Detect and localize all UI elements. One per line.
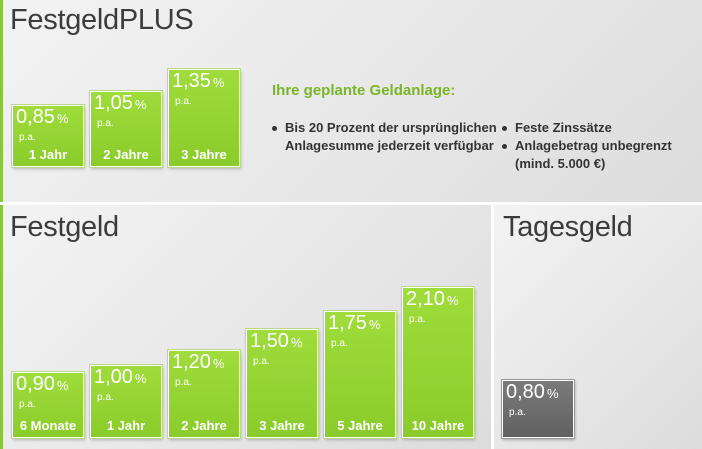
rate-value: 0,80% xyxy=(506,381,559,403)
festgeld-2-jahre-button[interactable]: 1,20% p.a. 2 Jahre xyxy=(168,350,240,438)
rate-pa-label: p.a. xyxy=(175,377,192,388)
festgeld-plus-2-jahre-button[interactable]: 1,05% p.a. 2 Jahre xyxy=(90,91,162,167)
term-label: 3 Jahre xyxy=(259,418,305,433)
rate-pa-label: p.a. xyxy=(19,399,36,410)
feature-list-left: Bis 20 Prozent der ursprünglichen Anlage… xyxy=(271,119,503,155)
feature-list-right: Feste Zinssätze Anlagebetrag unbegrenzt … xyxy=(501,119,701,173)
term-label: 5 Jahre xyxy=(337,418,383,433)
rate-pa-label: p.a. xyxy=(509,407,526,418)
feature-item: Bis 20 Prozent der ursprünglichen Anlage… xyxy=(271,119,503,155)
festgeld-10-jahre-button[interactable]: 2,10% p.a. 10 Jahre xyxy=(402,287,474,438)
festgeld-plus-panel: FestgeldPLUS 0,85% p.a. 1 Jahr 1,05% p.a… xyxy=(0,0,702,202)
rate-value: 1,75% xyxy=(328,312,381,334)
term-label: 1 Jahr xyxy=(106,418,146,433)
tagesgeld-rate-button[interactable]: 0,80% p.a. xyxy=(502,380,574,438)
festgeld-3-jahre-button[interactable]: 1,50% p.a. 3 Jahre xyxy=(246,329,318,438)
rate-value: 1,50% xyxy=(250,330,303,352)
rate-pa-label: p.a. xyxy=(97,118,114,129)
festgeld-title: Festgeld xyxy=(10,211,119,243)
festgeld-panel: Festgeld 0,90% p.a. 6 Monate 1,00% p.a. … xyxy=(0,205,491,449)
term-label: 10 Jahre xyxy=(411,418,465,433)
rate-value: 2,10% xyxy=(406,288,459,310)
festgeld-plus-1-jahr-button[interactable]: 0,85% p.a. 1 Jahr xyxy=(12,105,84,167)
term-label: 6 Monate xyxy=(19,418,77,433)
festgeld-plus-title: FestgeldPLUS xyxy=(10,4,194,36)
term-label: 2 Jahre xyxy=(181,418,227,433)
rate-value: 1,00% xyxy=(94,366,147,388)
rate-pa-label: p.a. xyxy=(253,356,270,367)
term-label: 2 Jahre xyxy=(103,147,149,162)
rate-value: 1,05% xyxy=(94,92,147,114)
tagesgeld-panel: Tagesgeld 0,80% p.a. xyxy=(494,205,702,449)
rate-value: 1,35% xyxy=(172,70,225,92)
rate-pa-label: p.a. xyxy=(331,338,348,349)
rate-pa-label: p.a. xyxy=(409,314,426,325)
feature-item: Feste Zinssätze xyxy=(501,119,701,137)
accent-stripe xyxy=(0,205,3,449)
feature-item: Anlagebetrag unbegrenzt (mind. 5.000 €) xyxy=(501,137,701,173)
rate-value: 0,85% xyxy=(16,106,69,128)
festgeld-1-jahr-button[interactable]: 1,00% p.a. 1 Jahr xyxy=(90,365,162,438)
term-label: 1 Jahr xyxy=(28,147,68,162)
festgeld-plus-3-jahre-button[interactable]: 1,35% p.a. 3 Jahre xyxy=(168,69,240,167)
festgeld-6-monate-button[interactable]: 0,90% p.a. 6 Monate xyxy=(12,372,84,438)
rate-pa-label: p.a. xyxy=(97,392,114,403)
info-heading: Ihre geplante Geldanlage: xyxy=(272,82,456,99)
tagesgeld-title: Tagesgeld xyxy=(503,211,633,243)
rate-value: 1,20% xyxy=(172,351,225,373)
rate-value: 0,90% xyxy=(16,373,69,395)
accent-stripe xyxy=(0,0,3,202)
term-label: 3 Jahre xyxy=(181,147,227,162)
rate-pa-label: p.a. xyxy=(19,132,36,143)
rate-pa-label: p.a. xyxy=(175,96,192,107)
festgeld-5-jahre-button[interactable]: 1,75% p.a. 5 Jahre xyxy=(324,311,396,438)
